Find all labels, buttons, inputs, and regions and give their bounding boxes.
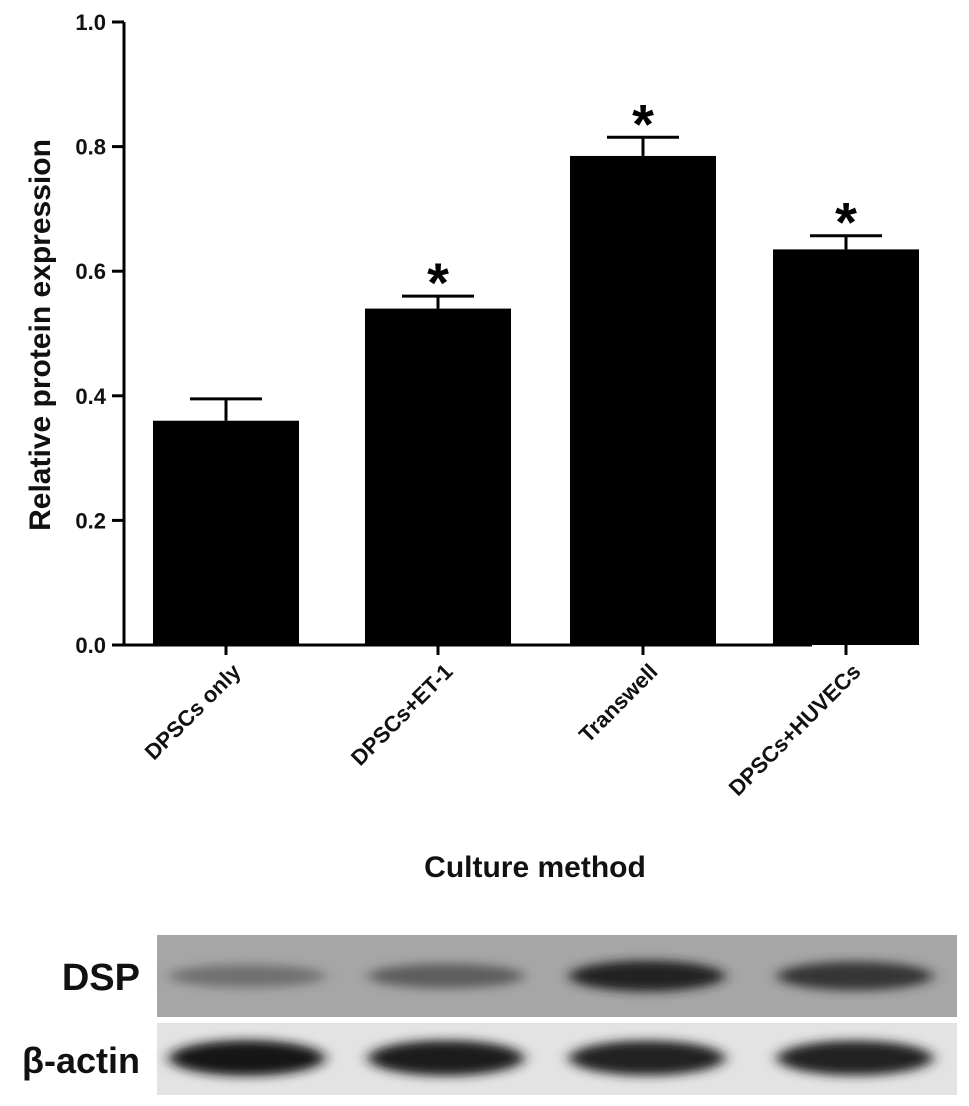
x-tick-label: DPSCs only [140,658,246,764]
y-tick-label: 0.0 [75,633,106,658]
y-tick-label: 1.0 [75,10,106,35]
blot-band [777,1040,933,1076]
y-ticks: 0.0 0.2 0.4 0.6 0.8 1.0 [75,10,124,658]
bar [153,420,299,645]
blot-label-dsp: DSP [62,957,140,999]
significance-marker: * [427,251,449,314]
x-axis-title: Culture method [424,851,646,884]
blot-band [169,1040,325,1076]
significance-marker: * [835,191,857,254]
x-tick-label: DPSCs+ET-1 [346,659,457,770]
blot-band [169,964,325,988]
x-tick-label: Transwell [574,659,663,748]
bars: * * * [153,92,919,645]
bar [570,155,716,645]
blot-band [569,1040,725,1076]
blot-bands [169,960,933,1076]
western-blot: DSP β-actin [22,935,957,1095]
significance-marker: * [632,92,654,155]
blot-band [777,961,933,991]
blot-label-beta-actin: β-actin [22,1040,140,1081]
x-ticks: DPSCs only DPSCs+ET-1 Transwell DPSCs+HUVEC… [140,645,866,801]
y-axis-title: Relative protein expression [24,139,57,531]
bar [773,249,919,645]
y-tick-label: 0.2 [75,508,106,533]
x-tick-label: DPSCs+HUVECs [724,659,866,801]
y-tick-label: 0.8 [75,135,106,160]
bar [365,308,511,645]
y-tick-label: 0.6 [75,259,106,284]
blot-band [368,963,524,989]
y-tick-label: 0.4 [75,384,106,409]
blot-band [569,960,725,992]
blot-band [368,1040,524,1076]
